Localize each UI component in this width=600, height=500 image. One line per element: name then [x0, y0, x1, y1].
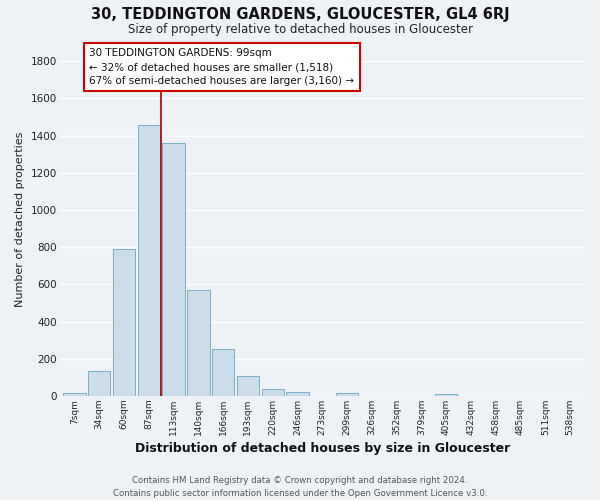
- Text: Contains HM Land Registry data © Crown copyright and database right 2024.
Contai: Contains HM Land Registry data © Crown c…: [113, 476, 487, 498]
- Bar: [88, 371, 110, 396]
- Bar: [113, 249, 135, 396]
- X-axis label: Distribution of detached houses by size in Gloucester: Distribution of detached houses by size …: [134, 442, 510, 455]
- Text: 30 TEDDINGTON GARDENS: 99sqm
← 32% of detached houses are smaller (1,518)
67% of: 30 TEDDINGTON GARDENS: 99sqm ← 32% of de…: [89, 48, 355, 86]
- Bar: [187, 290, 209, 396]
- Y-axis label: Number of detached properties: Number of detached properties: [15, 132, 25, 307]
- Bar: [237, 376, 259, 396]
- Bar: [212, 350, 235, 396]
- Bar: [163, 143, 185, 396]
- Bar: [435, 394, 457, 396]
- Bar: [64, 393, 86, 396]
- Bar: [286, 392, 308, 396]
- Text: 30, TEDDINGTON GARDENS, GLOUCESTER, GL4 6RJ: 30, TEDDINGTON GARDENS, GLOUCESTER, GL4 …: [91, 8, 509, 22]
- Bar: [336, 393, 358, 396]
- Text: Size of property relative to detached houses in Gloucester: Size of property relative to detached ho…: [128, 22, 473, 36]
- Bar: [262, 390, 284, 396]
- Bar: [137, 126, 160, 396]
